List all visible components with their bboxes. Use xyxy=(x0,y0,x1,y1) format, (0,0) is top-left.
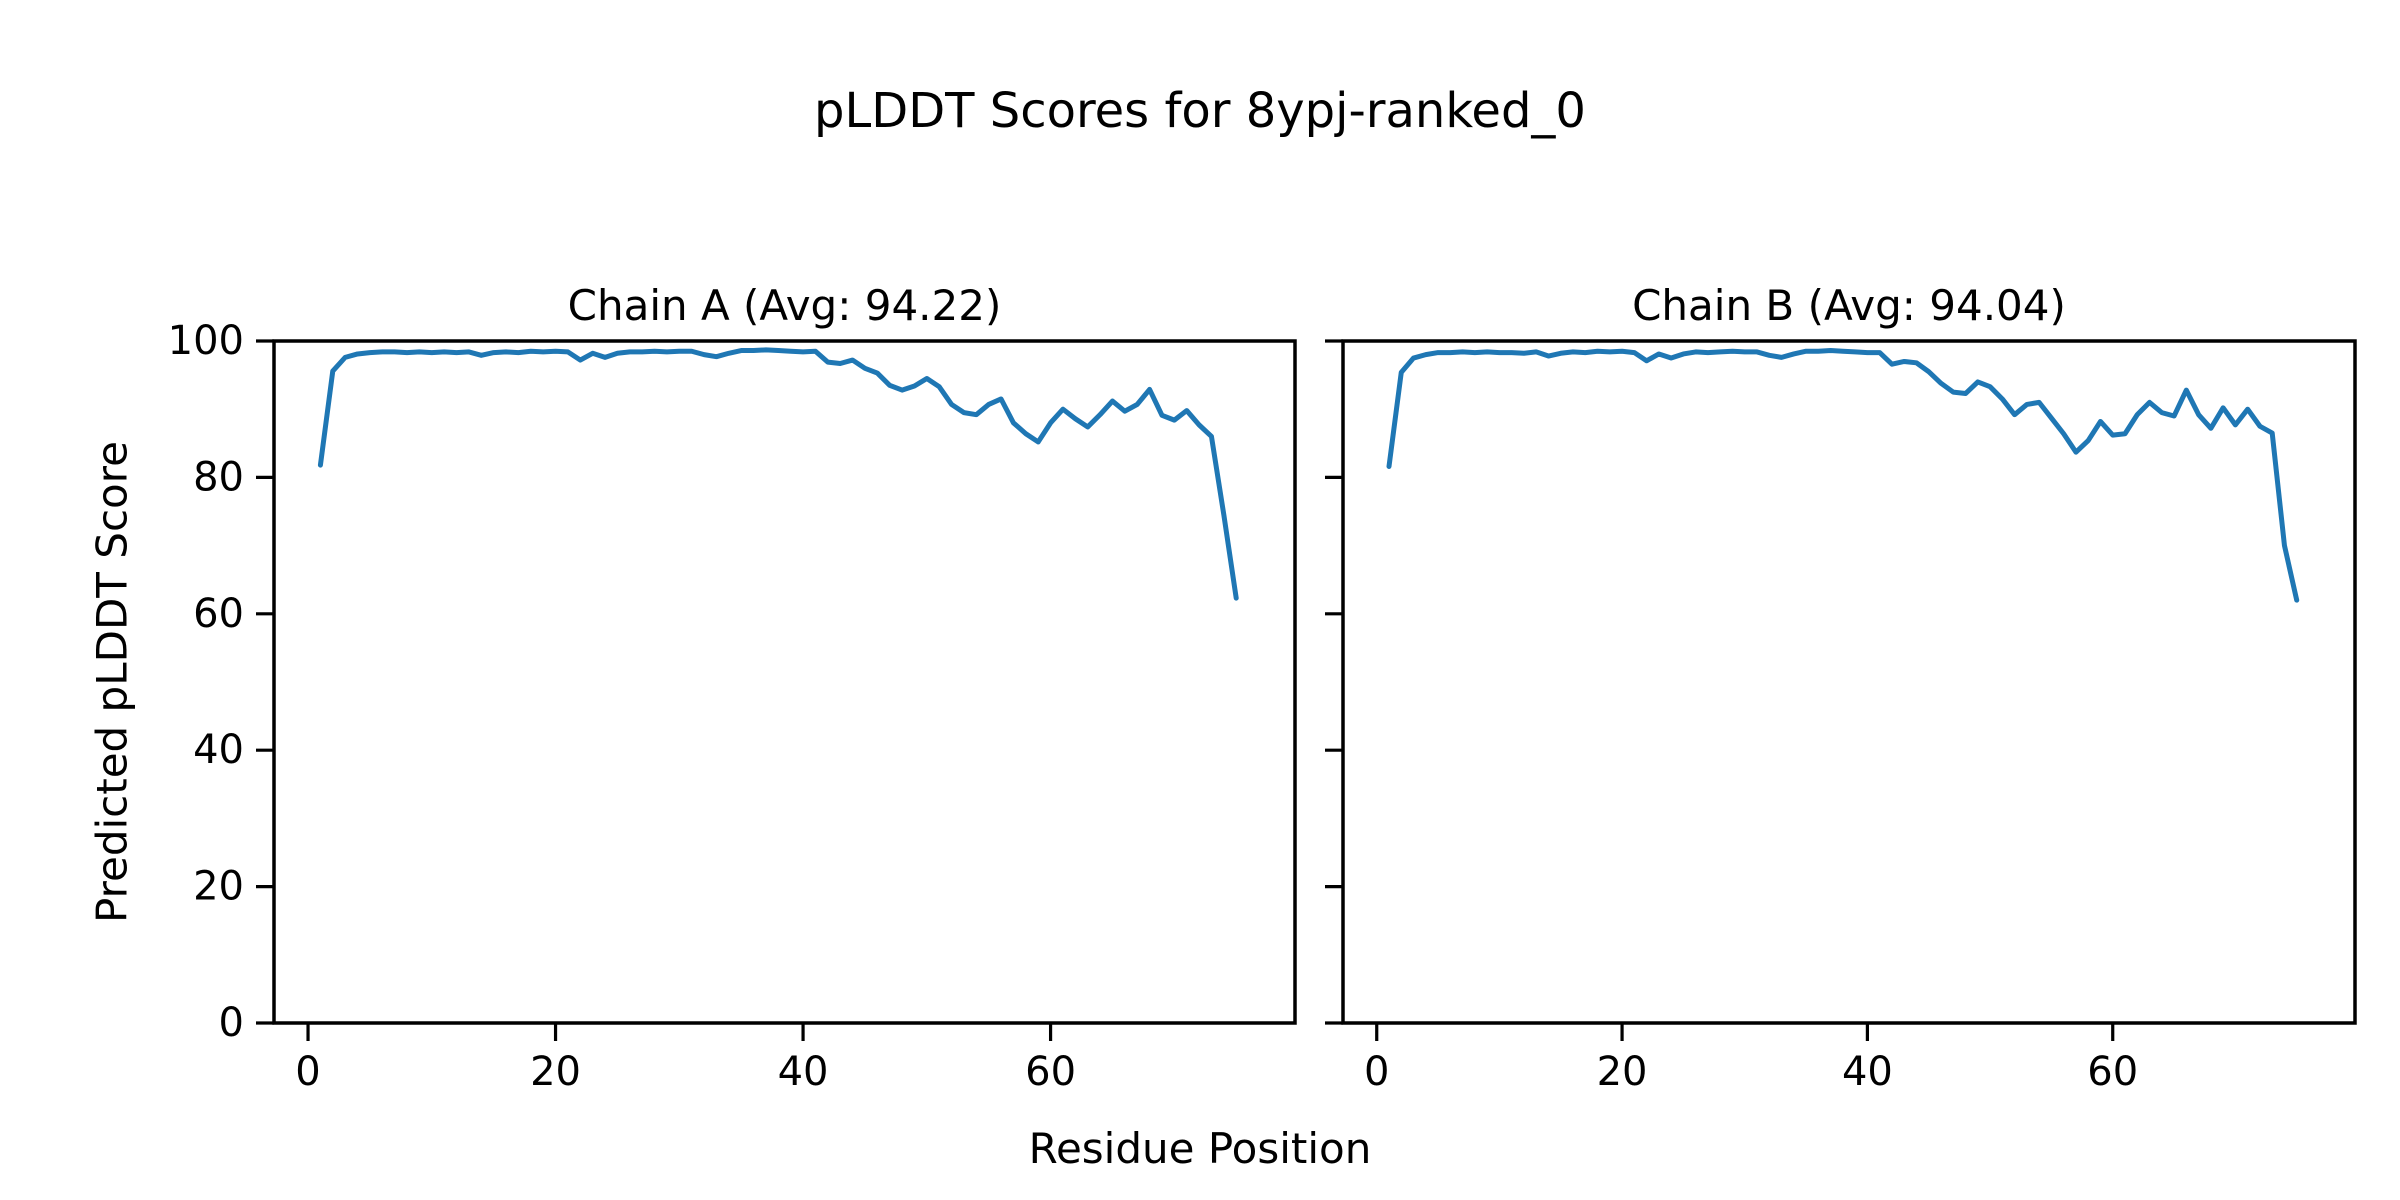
figure-title: pLDDT Scores for 8ypj-ranked_0 xyxy=(814,83,1586,139)
chain-b-plot: 0 20 40 60 xyxy=(1325,339,2357,1095)
chain-a-plot: 0 20 40 60 0 20 40 60 80 100 xyxy=(168,318,1297,1095)
x-tick-label: 60 xyxy=(2087,1049,2138,1095)
chain-a-title: Chain A (Avg: 94.22) xyxy=(567,281,1002,330)
y-tick-label: 60 xyxy=(193,591,244,637)
plddt-line xyxy=(1386,348,2300,603)
y-tick-label: 20 xyxy=(193,864,244,910)
x-tick-label: 20 xyxy=(1597,1049,1648,1095)
y-tick-label: 40 xyxy=(193,727,244,773)
plddt-line xyxy=(317,347,1239,601)
plot-border xyxy=(272,339,1297,1025)
x-tick-label: 60 xyxy=(1025,1049,1076,1095)
y-tick-label: 0 xyxy=(219,1000,244,1046)
x-tick-label: 40 xyxy=(778,1049,829,1095)
y-axis-label: Predicted pLDDT Score xyxy=(87,441,137,923)
x-axis-label: Residue Position xyxy=(1028,1124,1372,1173)
x-tick-label: 0 xyxy=(295,1049,320,1095)
y-tick-label: 100 xyxy=(168,318,244,364)
x-tick-label: 20 xyxy=(530,1049,581,1095)
plot-border xyxy=(1341,339,2357,1025)
x-tick-label: 40 xyxy=(1842,1049,1893,1095)
y-tick-label: 80 xyxy=(193,454,244,500)
x-tick-label: 0 xyxy=(1364,1049,1389,1095)
chain-b-title: Chain B (Avg: 94.04) xyxy=(1632,281,2066,330)
